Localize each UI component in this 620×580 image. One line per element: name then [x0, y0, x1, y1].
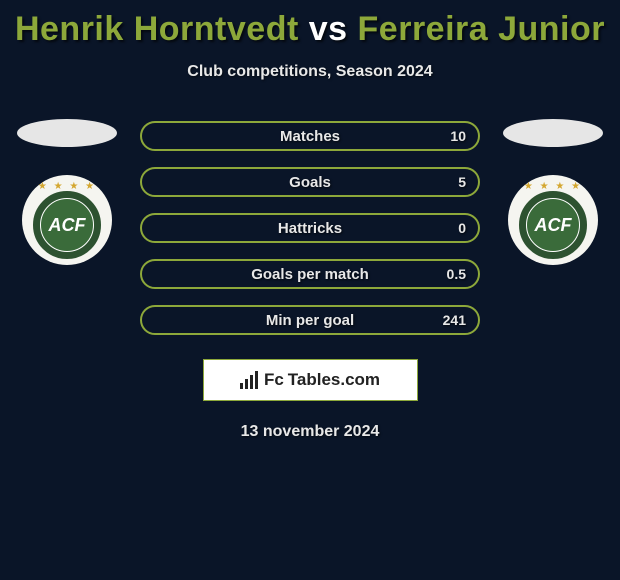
- subtitle: Club competitions, Season 2024: [0, 63, 620, 81]
- fctables-logo: FcTables.com: [203, 359, 418, 401]
- stat-label: Hattricks: [278, 220, 342, 237]
- stat-row: Goals per match 0.5: [140, 259, 480, 289]
- stat-right-value: 0.5: [447, 266, 466, 282]
- right-oval: [503, 119, 603, 147]
- page-title: Henrik Horntvedt vs Ferreira Junior: [0, 0, 620, 49]
- stat-row: Hattricks 0: [140, 213, 480, 243]
- player1-name: Henrik Horntvedt: [15, 10, 299, 48]
- logo-prefix: Fc: [264, 370, 284, 390]
- bars-icon: [240, 371, 258, 389]
- vs-text: vs: [309, 10, 348, 48]
- stat-label: Matches: [280, 128, 340, 145]
- stat-row: Matches 10: [140, 121, 480, 151]
- left-crest: ★ ★ ★ ★ ACF: [22, 175, 112, 265]
- crest-badge: ACF: [37, 195, 97, 255]
- stat-label: Goals: [289, 174, 331, 191]
- stat-row: Min per goal 241: [140, 305, 480, 335]
- right-player-col: ★ ★ ★ ★ ACF: [498, 121, 608, 265]
- crest-badge: ACF: [523, 195, 583, 255]
- logo-suffix: Tables.com: [288, 370, 380, 390]
- date-text: 13 november 2024: [0, 423, 620, 441]
- player2-name: Ferreira Junior: [358, 10, 605, 48]
- stat-right-value: 10: [450, 128, 466, 144]
- stat-row: Goals 5: [140, 167, 480, 197]
- stat-right-value: 5: [458, 174, 466, 190]
- left-oval: [17, 119, 117, 147]
- left-player-col: ★ ★ ★ ★ ACF: [12, 121, 122, 265]
- stat-right-value: 0: [458, 220, 466, 236]
- stats-column: Matches 10 Goals 5 Hattricks 0 Goals per match…: [140, 121, 480, 335]
- comparison-content: ★ ★ ★ ★ ACF Matches 10 Goals 5 Hattricks 0 Goa…: [0, 121, 620, 335]
- stat-label: Min per goal: [266, 312, 354, 329]
- right-crest: ★ ★ ★ ★ ACF: [508, 175, 598, 265]
- stat-label: Goals per match: [251, 266, 369, 283]
- stat-right-value: 241: [443, 312, 466, 328]
